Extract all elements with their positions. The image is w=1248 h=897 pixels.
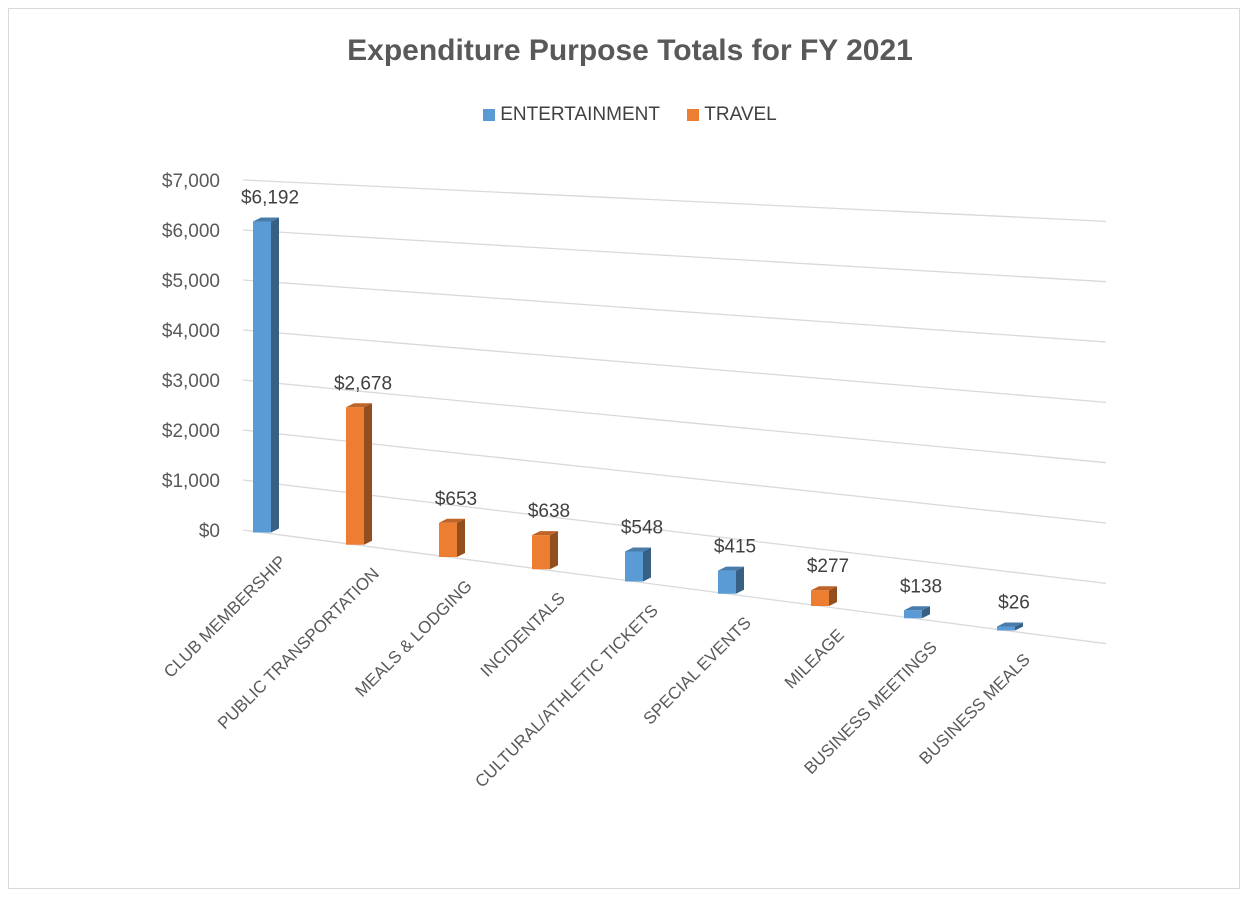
gridline [242, 279, 1107, 343]
bar-front-face [625, 551, 643, 582]
gridline [242, 379, 1107, 464]
y-tick-label: $5,000 [162, 271, 220, 292]
legend-item-entertainment: ENTERTAINMENT [483, 104, 660, 126]
y-tick-label: $6,000 [162, 221, 220, 242]
bar-top-face [718, 566, 744, 571]
bar-special-events [718, 566, 744, 594]
y-tick-label: $0 [199, 521, 220, 542]
gridline [242, 529, 1107, 645]
gridline [242, 229, 1107, 283]
bar-side-face [736, 566, 744, 594]
bar-side-face [550, 531, 558, 570]
legend-label-travel: TRAVEL [704, 104, 777, 125]
data-label: $26 [998, 593, 1030, 614]
chart-title: Expenditure Purpose Totals for FY 2021 [347, 34, 913, 67]
bar-front-face [439, 522, 457, 558]
data-label: $6,192 [241, 187, 299, 208]
legend-swatch-travel [687, 109, 700, 121]
category-label: MEALS & LODGING [351, 576, 475, 700]
data-label: $138 [900, 576, 942, 597]
gridline [242, 429, 1107, 524]
bar-top-face [253, 217, 279, 222]
data-label: $2,678 [334, 373, 392, 394]
gridline [242, 479, 1107, 584]
category-label: SPECIAL EVENTS [640, 613, 755, 728]
bar-mileage [811, 586, 837, 607]
bar-top-face [625, 547, 651, 552]
gridline [242, 329, 1107, 403]
y-tick-label: $7,000 [162, 171, 220, 192]
bar-business-meals [997, 622, 1023, 631]
bar-front-face [811, 590, 829, 607]
bar-front-face [532, 535, 550, 570]
bar-club-membership [253, 217, 279, 533]
bar-business-meetings [904, 606, 930, 619]
bar-top-face [904, 606, 930, 611]
bar-side-face [1015, 622, 1023, 631]
bar-incidentals [532, 531, 558, 570]
bar-side-face [829, 586, 837, 607]
bar-public-transportation [346, 403, 372, 545]
data-label: $277 [807, 556, 849, 577]
legend: ENTERTAINMENT TRAVEL [0, 104, 1248, 127]
data-label: $653 [435, 489, 477, 510]
category-label: BUSINESS MEALS [916, 650, 1034, 768]
legend-swatch-entertainment [483, 109, 496, 121]
y-tick-label: $2,000 [162, 421, 220, 442]
bar-top-face [439, 518, 465, 523]
bar-meals-lodging [439, 518, 465, 558]
gridline [242, 179, 1107, 222]
category-label: INCIDENTALS [477, 589, 569, 681]
bar-front-face [997, 626, 1015, 631]
bar-side-face [643, 547, 651, 582]
category-label: MILEAGE [781, 625, 848, 692]
bar-top-face [532, 531, 558, 536]
bar-front-face [346, 407, 364, 545]
bar-top-face [997, 622, 1023, 627]
bar-side-face [457, 518, 465, 558]
bar-side-face [271, 217, 279, 533]
y-tick-label: $3,000 [162, 371, 220, 392]
data-label: $415 [714, 537, 756, 558]
category-label: CULTURAL/ATHLETIC TICKETS [471, 601, 661, 791]
y-tick-label: $1,000 [162, 471, 220, 492]
legend-item-travel: TRAVEL [687, 104, 777, 126]
chart-frame [8, 8, 1240, 889]
bar-side-face [922, 606, 930, 619]
bar-front-face [904, 610, 922, 619]
data-label: $548 [621, 518, 663, 539]
bar-top-face [346, 403, 372, 408]
data-label: $638 [528, 501, 570, 522]
bar-front-face [718, 570, 736, 594]
bar-cultural-athletic-tickets [625, 547, 651, 582]
bar-side-face [364, 403, 372, 545]
bar-front-face [253, 221, 271, 533]
bar-top-face [811, 586, 837, 591]
y-tick-label: $4,000 [162, 321, 220, 342]
legend-label-entertainment: ENTERTAINMENT [500, 104, 660, 125]
